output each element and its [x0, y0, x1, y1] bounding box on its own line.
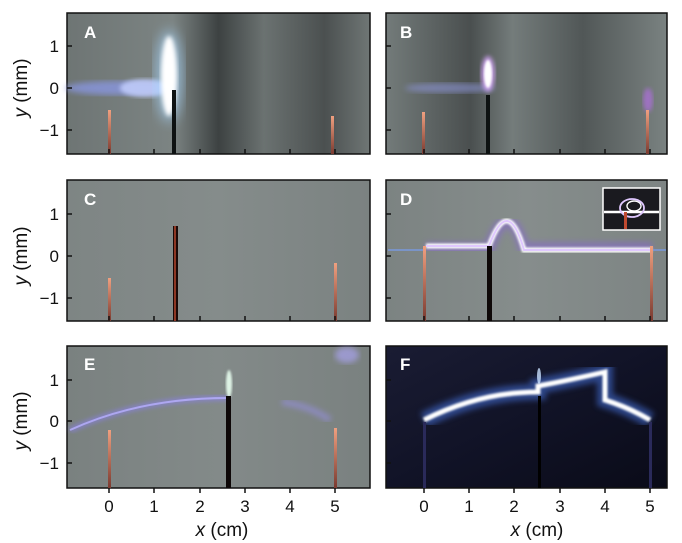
panel-e: E: [66, 345, 371, 489]
panel-letter: C: [84, 190, 96, 209]
panel-b: B: [385, 12, 668, 155]
x-tick-label: 2: [509, 497, 518, 516]
x-tick-label: 0: [419, 497, 428, 516]
x-axis-labels: x (cm) x (cm): [195, 520, 564, 541]
panel-letter: A: [84, 23, 96, 42]
x-tick-label: 2: [195, 497, 204, 516]
x-tick-label: 0: [104, 497, 113, 516]
y-axis-label: y (mm): [11, 226, 32, 287]
panel-letter: F: [400, 355, 410, 374]
x-tick-label: 1: [149, 497, 158, 516]
y-ticks-right: [386, 45, 391, 464]
y-tick-label: 0: [50, 412, 59, 431]
y-tick-label: −1: [40, 289, 59, 308]
x-tick-label: 3: [240, 497, 249, 516]
x-tick-label: 5: [330, 497, 339, 516]
x-tick-label: 4: [600, 497, 609, 516]
x-tick-labels-left: 0 1 2 3 4 5: [104, 497, 339, 516]
panel-a: A: [65, 12, 371, 155]
panel-letter: E: [84, 355, 95, 374]
inset: [602, 187, 661, 231]
y-tick-label: 1: [50, 37, 59, 56]
y-tick-label: 1: [50, 371, 59, 390]
x-tick-label: 4: [285, 497, 294, 516]
y-tick-label: −1: [40, 454, 59, 473]
x-tick-label: 5: [645, 497, 654, 516]
panel-f: F: [385, 345, 668, 489]
panel-d: D: [385, 179, 668, 322]
y-axis-labels: y (mm) y (mm) y (mm): [11, 58, 32, 452]
x-tick-label: 1: [464, 497, 473, 516]
y-tick-label: 0: [50, 247, 59, 266]
y-tick-labels: 1 0 −1 1 0 −1 1 0 −1: [40, 37, 59, 473]
x-ticks: [108, 149, 651, 493]
y-tick-label: −1: [40, 121, 59, 140]
y-tick-label: 1: [50, 205, 59, 224]
panel-letter: D: [400, 190, 412, 209]
x-axis-label: x (cm): [195, 520, 249, 541]
x-axis-label: x (cm): [510, 520, 564, 541]
x-tick-labels-right: 0 1 2 3 4 5: [419, 497, 654, 516]
y-ticks-left: [67, 45, 72, 464]
panel-letter: B: [400, 23, 412, 42]
y-tick-label: 0: [50, 79, 59, 98]
y-axis-label: y (mm): [11, 391, 32, 452]
x-tick-label: 3: [555, 497, 564, 516]
y-axis-label: y (mm): [11, 58, 32, 119]
panel-c: C: [66, 179, 371, 322]
